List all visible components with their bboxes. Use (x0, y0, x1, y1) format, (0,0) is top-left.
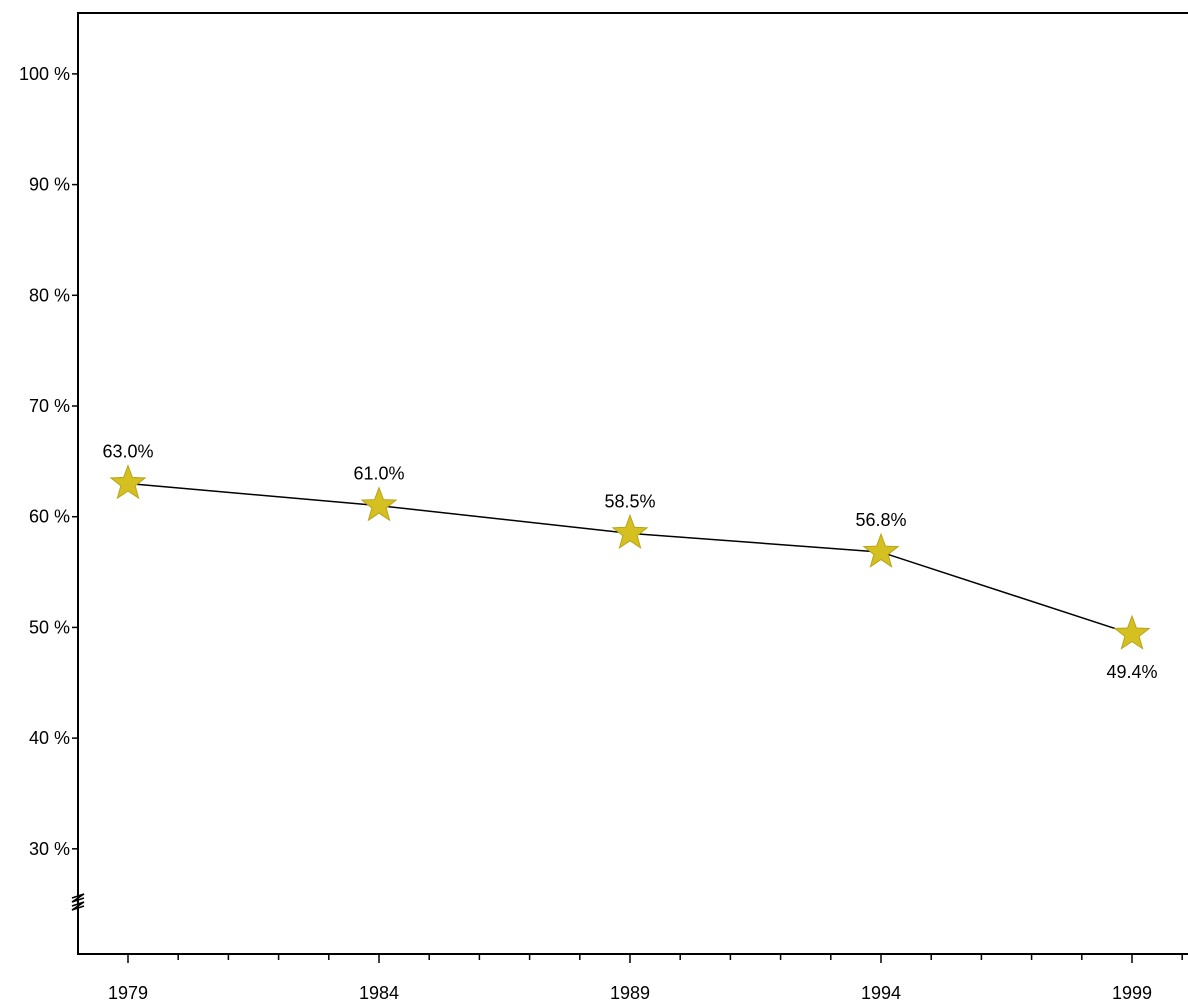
star-marker-icon (862, 532, 900, 568)
series-markers (109, 464, 1151, 650)
data-labels: 63.0% 61.0% 58.5% 56.8% 49.4% (102, 442, 1157, 683)
y-tick-label: 100 % (19, 64, 70, 84)
y-tick-label: 80 % (29, 285, 70, 305)
data-label: 56.8% (855, 510, 906, 530)
x-tick-label: 1999 (1112, 983, 1152, 1003)
data-label: 61.0% (353, 464, 404, 484)
x-tick-label: 1979 (108, 983, 148, 1003)
x-tick-label: 1989 (610, 983, 650, 1003)
x-tick-label: 1984 (359, 983, 399, 1003)
data-label: 58.5% (604, 491, 655, 511)
y-tick-label: 40 % (29, 728, 70, 748)
data-label: 63.0% (102, 442, 153, 462)
y-tick-label: 50 % (29, 617, 70, 637)
y-tick-label: 30 % (29, 839, 70, 859)
star-marker-icon (1113, 614, 1151, 650)
axes (71, 12, 1188, 955)
x-axis-ticks: 1979 1984 1989 1994 1999 (108, 954, 1183, 1003)
y-tick-label: 60 % (29, 507, 70, 527)
y-tick-label: 70 % (29, 396, 70, 416)
star-marker-icon (360, 486, 398, 522)
y-axis-ticks: 30 % 40 % 50 % 60 % 70 % 80 % 90 % 100 % (19, 64, 78, 859)
data-label: 49.4% (1106, 662, 1157, 682)
star-marker-icon (611, 513, 649, 550)
y-axis-break-icon (71, 893, 85, 911)
y-tick-label: 90 % (29, 175, 70, 195)
star-marker-icon (109, 464, 147, 500)
x-tick-label: 1994 (861, 983, 901, 1003)
